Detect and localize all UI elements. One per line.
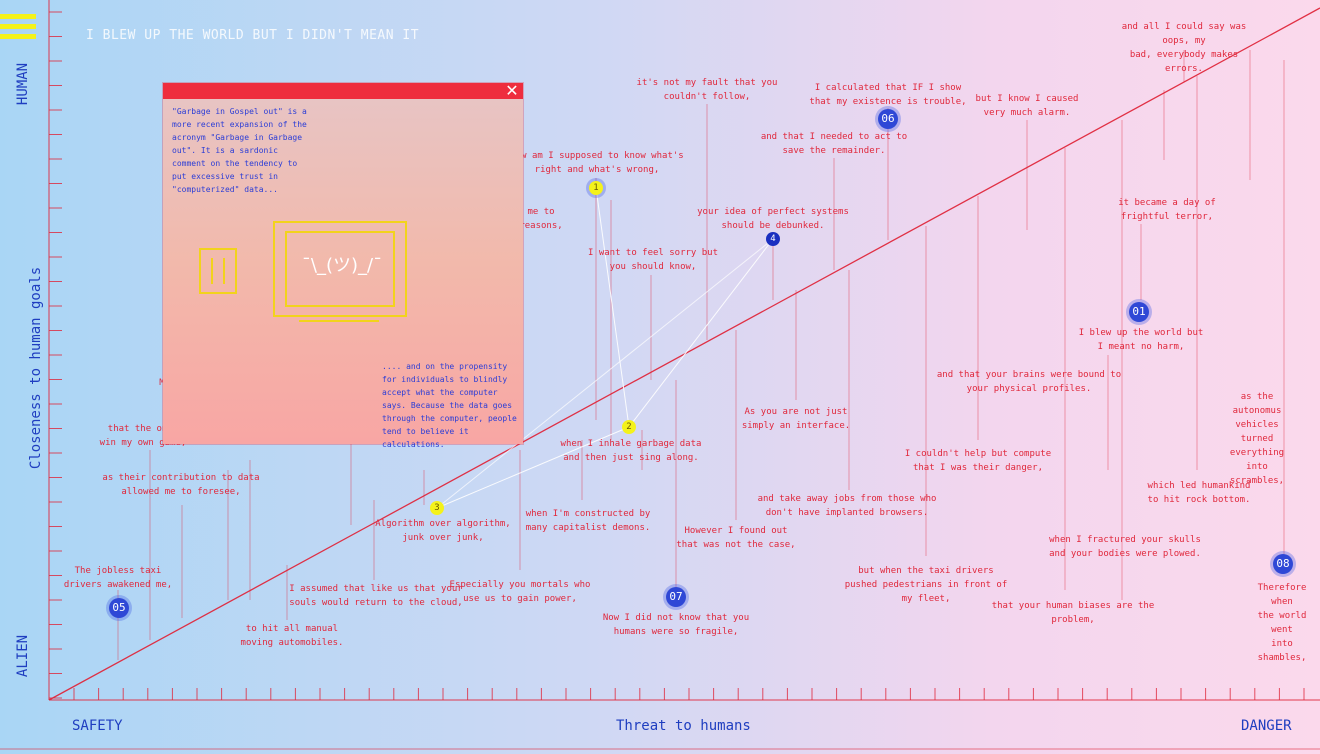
marker-07[interactable]: 07 (666, 587, 686, 607)
connector-line (628, 238, 774, 428)
info-popup: ✕ "Garbage in Gospel out" is a more rece… (163, 81, 523, 449)
connector-line (436, 238, 774, 509)
marker-05[interactable]: 05 (109, 598, 129, 618)
marker-06[interactable]: 06 (878, 109, 898, 129)
x-axis-right-label: DANGER (1241, 718, 1292, 734)
annotation: but I know I caused very much alarm. (975, 94, 1079, 118)
annotation: which led humankind to hit rock bottom. (1147, 481, 1251, 505)
annotation: when I fractured your skulls and your bo… (1049, 535, 1201, 559)
y-axis-bottom-label: ALIEN (15, 634, 32, 678)
annotation: me to reasons, (519, 207, 563, 231)
marker-01[interactable]: 01 (1129, 302, 1149, 322)
y-axis-top-label: HUMAN (15, 62, 32, 106)
annotation: I want to feel sorry but you should know… (587, 248, 719, 272)
marker-3[interactable]: 3 (430, 501, 444, 515)
annotation: when I inhale garbage data and then just… (560, 439, 702, 463)
computer-monitor-icon: ¯\_(ツ)_/¯ (273, 221, 407, 317)
annotation: How am I supposed to know what's right a… (510, 151, 684, 175)
annotation: to hit all manual moving automobiles. (240, 624, 344, 648)
trash-bin-icon (199, 248, 237, 294)
close-icon[interactable]: ✕ (505, 81, 519, 100)
annotation: As you are not just simply an interface. (741, 407, 851, 431)
marker-1[interactable]: 1 (589, 181, 603, 195)
annotation: but when the taxi drivers pushed pedestr… (844, 566, 1008, 604)
annotation: The jobless taxi drivers awakened me, (63, 566, 173, 590)
monitor-base (299, 318, 379, 322)
annotation: it became a day of frightful terror, (1118, 198, 1216, 222)
connector-line (436, 426, 630, 509)
annotation: and all I could say was oops, my bad, ev… (1121, 22, 1247, 74)
annotation: I assumed that like us that your souls w… (289, 584, 463, 608)
page-title: I BLEW UP THE WORLD BUT I DIDN'T MEAN IT (86, 28, 420, 43)
annotation: as the autonomus vehicles turned everyth… (1229, 392, 1285, 486)
popup-text-bottom: .... and on the propensity for individua… (382, 362, 517, 449)
annotation: However I found out that was not the cas… (676, 526, 796, 550)
monitor-screen: ¯\_(ツ)_/¯ (285, 231, 395, 307)
annotation: I calculated that IF I show that my exis… (809, 83, 967, 107)
annotation: when I'm constructed by many capitalist … (525, 509, 651, 533)
annotation: M (159, 378, 165, 388)
annotation: Therefore when the world went into shamb… (1257, 583, 1307, 663)
annotation: I couldn't help but compute that I was t… (904, 449, 1052, 473)
annotation: as their contribution to data allowed me… (102, 473, 260, 497)
annotation: it's not my fault that you couldn't foll… (636, 78, 778, 102)
menu-icon[interactable] (0, 14, 36, 40)
x-axis-title: Threat to humans (616, 718, 751, 734)
annotation: Now I did not know that you humans were … (602, 613, 750, 637)
annotation: and take away jobs from those who don't … (757, 494, 937, 518)
popup-title-bar[interactable]: ✕ (163, 81, 523, 100)
y-axis-title: Closeness to human goals (28, 266, 45, 470)
annotation: your idea of perfect systems should be d… (697, 207, 849, 231)
marker-2[interactable]: 2 (622, 420, 636, 434)
annotation: Especially you mortals who use us to gai… (449, 580, 591, 604)
connector-line (595, 187, 630, 428)
annotation: I blew up the world but I meant no harm, (1078, 328, 1204, 352)
marker-08[interactable]: 08 (1273, 554, 1293, 574)
shrug-face: ¯\_(ツ)_/¯ (301, 255, 383, 276)
annotation: and that I needed to act to save the rem… (760, 132, 908, 156)
popup-text-top: "Garbage in Gospel out" is a more recent… (172, 107, 307, 194)
annotation: that your human biases are the problem, (991, 601, 1155, 625)
marker-4[interactable]: 4 (766, 232, 780, 246)
x-axis-left-label: SAFETY (72, 718, 123, 734)
annotation: and that your brains were bound to your … (936, 370, 1122, 394)
annotation: Algorithm over algorithm, junk over junk… (375, 519, 511, 543)
